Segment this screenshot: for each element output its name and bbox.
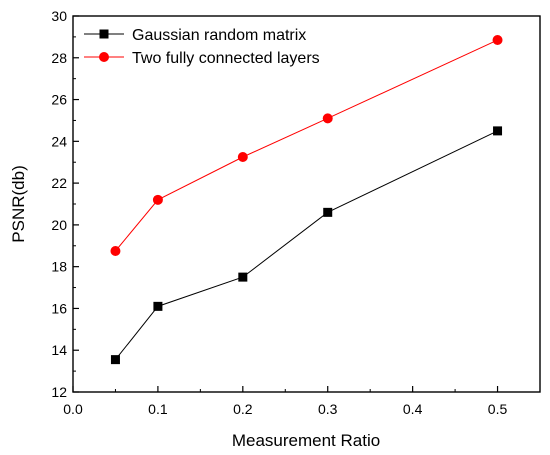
y-tick-label: 24 (51, 133, 67, 149)
data-point-circle (322, 113, 333, 124)
legend: Gaussian random matrix Two fully connecte… (84, 27, 320, 67)
x-tick-label: 0.1 (148, 401, 168, 417)
y-tick-label: 28 (51, 50, 67, 66)
legend-marker-square (99, 29, 109, 39)
y-tick-label: 26 (51, 92, 67, 108)
plot-frame (72, 15, 541, 393)
data-point-square (110, 355, 120, 365)
x-tick-label: 0.4 (403, 401, 423, 417)
y-tick-label: 16 (51, 300, 67, 316)
x-tick-label: 0.3 (318, 401, 338, 417)
legend-label: Gaussian random matrix (132, 27, 306, 44)
x-tick-label: 0.2 (233, 401, 253, 417)
series-markers (110, 35, 503, 365)
y-tick-label: 12 (51, 384, 67, 400)
tick-group: 0.0 0.1 0.2 0.3 0.4 0.5 12 14 16 18 20 22 24 26 28 30 (51, 8, 507, 417)
data-point-square (153, 301, 163, 311)
data-point-square (323, 207, 333, 217)
x-tick-label: 0.5 (488, 401, 508, 417)
y-tick-label: 14 (51, 342, 67, 358)
data-point-square (238, 272, 248, 282)
y-axis-title: PSNR(db) (9, 165, 28, 242)
y-tick-label: 22 (51, 175, 67, 191)
data-point-square (493, 126, 503, 136)
legend-label: Two fully connected layers (132, 50, 320, 67)
x-axis-title: Measurement Ratio (232, 431, 380, 450)
legend-marker-circle (99, 52, 109, 62)
y-tick-label: 30 (51, 8, 67, 24)
data-point-circle (152, 194, 163, 205)
data-point-circle (110, 246, 121, 256)
x-tick-label: 0.0 (63, 401, 83, 417)
data-point-circle (492, 35, 503, 46)
y-tick-label: 20 (51, 217, 67, 233)
y-tick-label: 18 (51, 259, 67, 275)
data-point-circle (237, 152, 248, 162)
series-line-2 (115, 39, 498, 252)
series-lines (115, 39, 498, 360)
series-line-1 (115, 130, 498, 360)
